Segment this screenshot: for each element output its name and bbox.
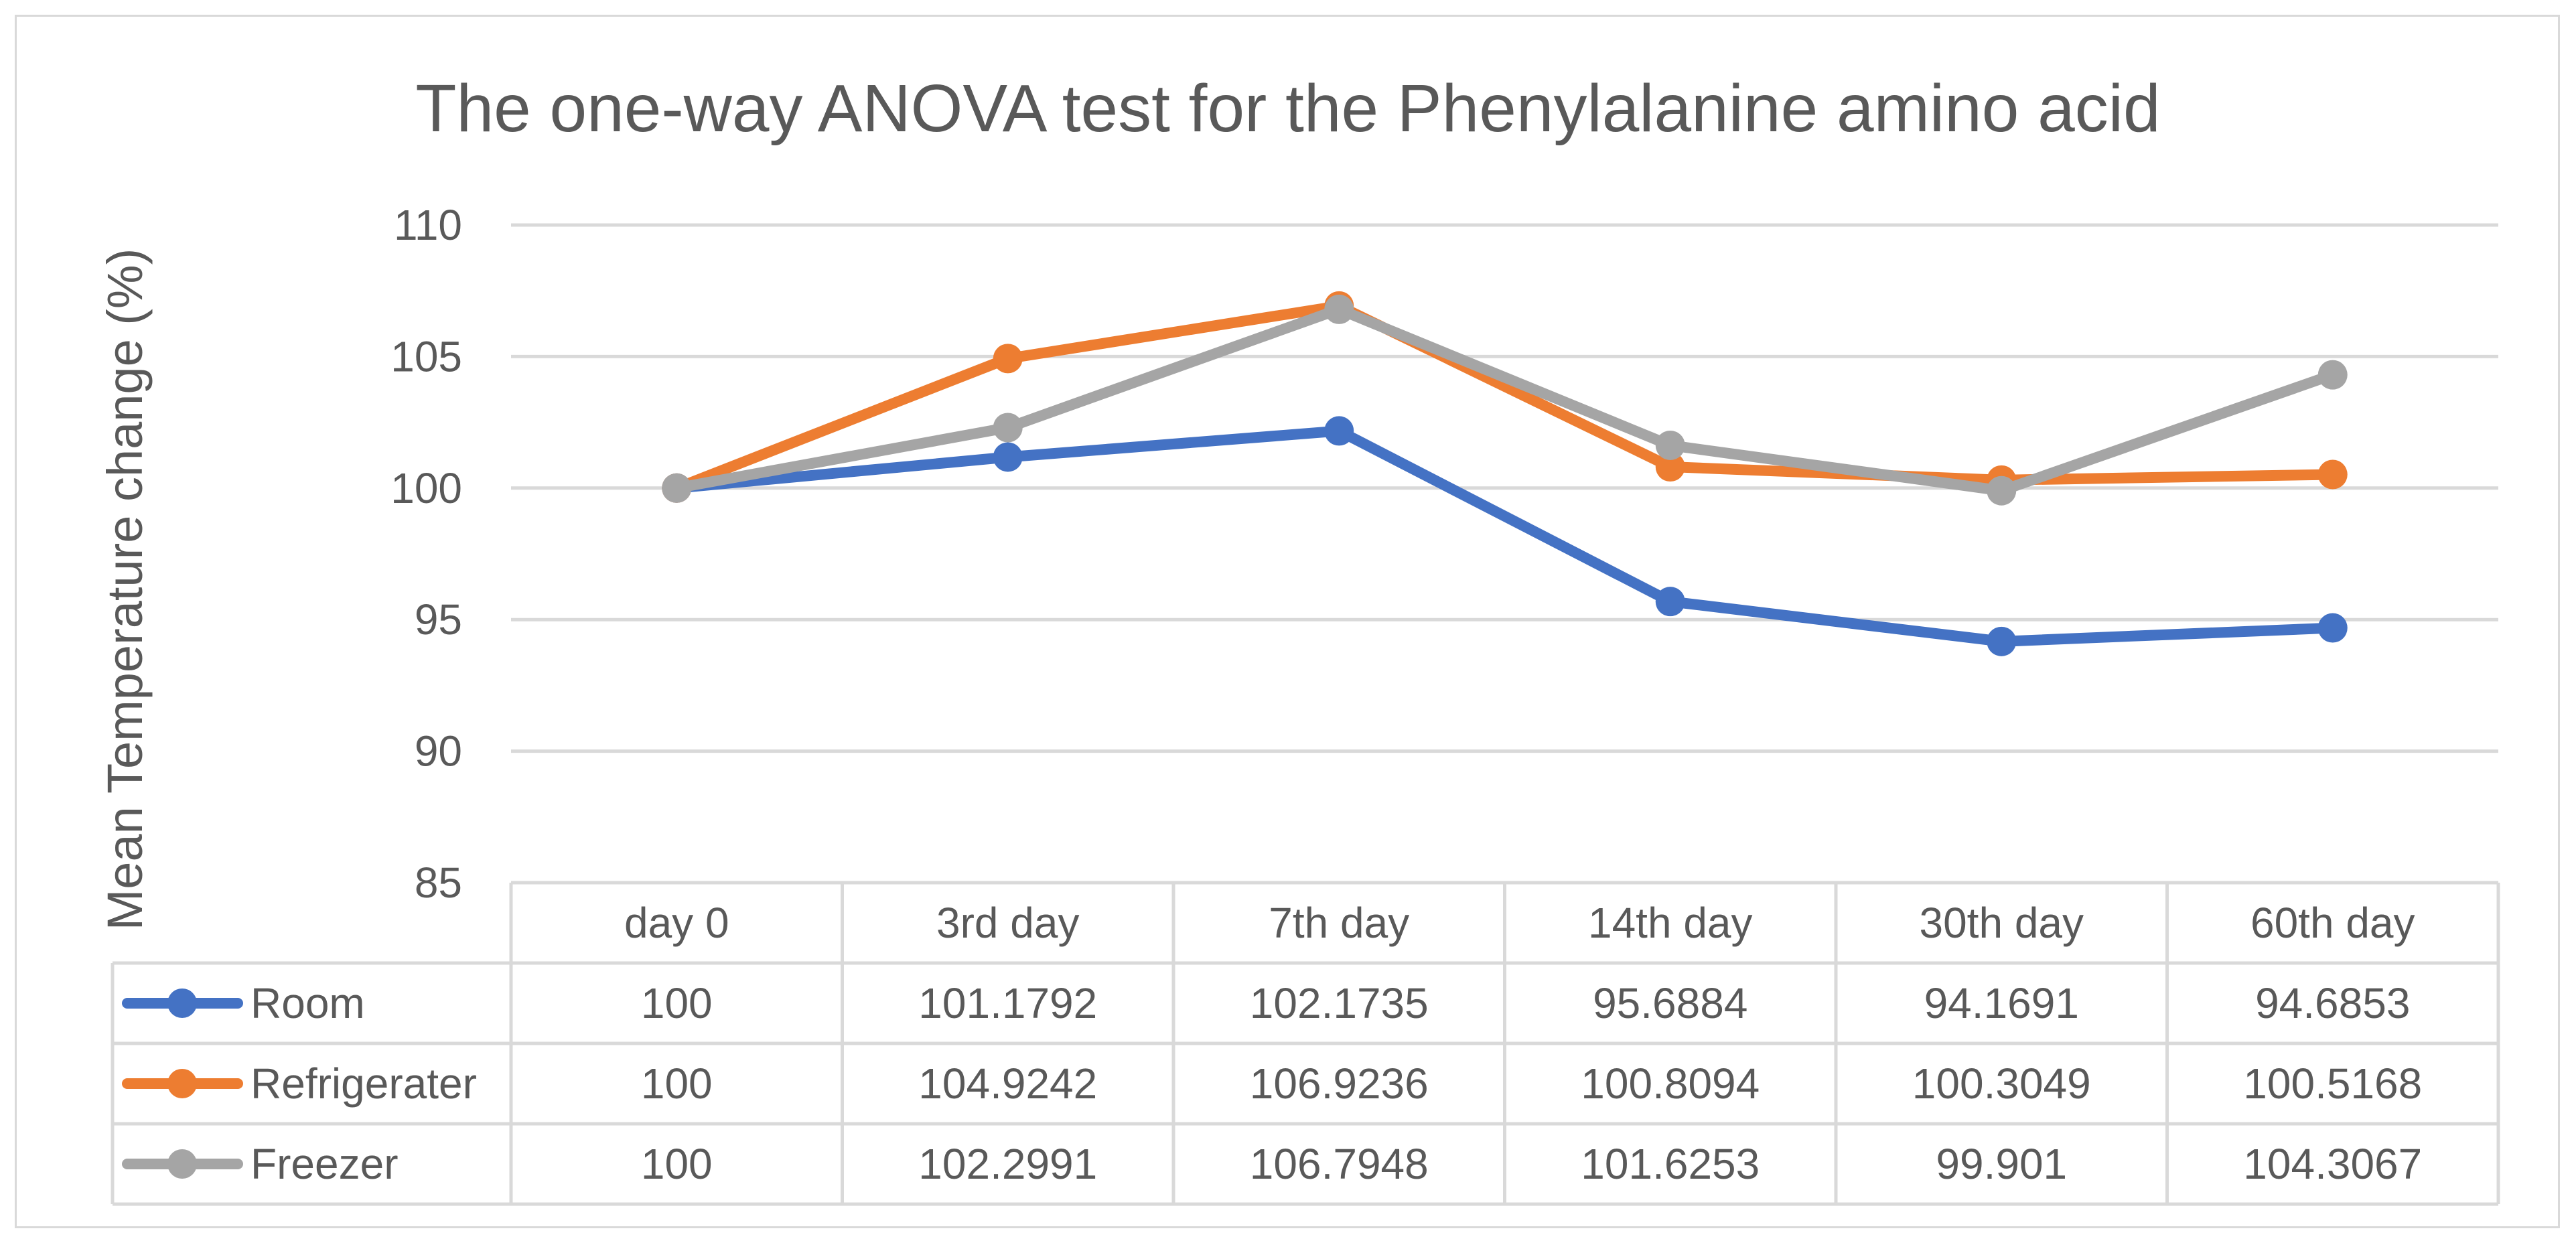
y-tick-label: 100 — [390, 464, 462, 512]
data-point-freezer — [1987, 475, 2017, 506]
data-point-room — [1655, 587, 1685, 617]
x-category-label: 14th day — [1588, 899, 1753, 947]
x-category-label: 60th day — [2250, 899, 2415, 947]
chart-frame — [15, 15, 2560, 1228]
legend-label-refrigerater: Refrigerater — [251, 1059, 477, 1108]
table-value: 104.3067 — [2243, 1140, 2422, 1188]
table-value: 100 — [641, 979, 713, 1027]
table-value: 99.901 — [1936, 1140, 2067, 1188]
data-point-freezer — [1655, 430, 1685, 460]
data-point-freezer — [993, 413, 1023, 443]
data-point-freezer — [662, 473, 692, 503]
data-point-freezer — [2317, 360, 2348, 390]
table-value: 94.6853 — [2255, 979, 2410, 1027]
table-value: 102.2991 — [918, 1140, 1097, 1188]
series-line-refrigerater — [671, 300, 2338, 494]
table-value: 100 — [641, 1140, 713, 1188]
y-tick-label: 95 — [415, 595, 462, 644]
data-point-refrigerater — [993, 344, 1023, 374]
data-point-room — [1987, 626, 2017, 656]
table-value: 102.1735 — [1250, 979, 1429, 1027]
table-value: 106.7948 — [1250, 1140, 1429, 1188]
data-point-room — [2317, 613, 2348, 643]
x-category-label: 30th day — [1919, 899, 2084, 947]
data-point-refrigerater — [2317, 459, 2348, 490]
data-point-refrigerater — [1655, 452, 1685, 482]
table-value: 100.3049 — [1912, 1059, 2091, 1108]
table-value: 106.9236 — [1250, 1059, 1429, 1108]
series-line-room — [671, 425, 2338, 647]
data-point-room — [1324, 416, 1354, 446]
table-value: 104.9242 — [918, 1059, 1097, 1108]
table-value: 100.8094 — [1581, 1059, 1760, 1108]
table-value: 95.6884 — [1593, 979, 1747, 1027]
y-tick-label: 105 — [390, 332, 462, 380]
x-category-label: day 0 — [624, 899, 729, 947]
table-value: 100 — [641, 1059, 713, 1108]
y-tick-label: 90 — [415, 727, 462, 776]
y-tick-label: 110 — [394, 201, 462, 249]
table-value: 101.6253 — [1581, 1140, 1760, 1188]
x-category-label: 7th day — [1269, 899, 1409, 947]
gridlines — [511, 223, 2498, 753]
x-category-label: 3rd day — [936, 899, 1079, 947]
y-tick-label: 85 — [415, 859, 462, 907]
data-table: day 0 3rd day 7th day 14th day 30th day 60th … — [111, 881, 2500, 1206]
table-value: 100.5168 — [2243, 1059, 2422, 1108]
chart-title: The one-way ANOVA test for the Phenylala… — [415, 71, 2160, 146]
y-axis-label: Mean Temperature change (%) — [97, 248, 153, 931]
series-line-freezer — [671, 303, 2338, 496]
table-value: 101.1792 — [918, 979, 1097, 1027]
table-value: 94.1691 — [1924, 979, 2079, 1027]
data-point-room — [993, 442, 1023, 472]
legend-marker-room — [167, 988, 197, 1018]
y-axis-ticks: 85 90 95 100 105 110 — [390, 201, 462, 907]
data-point-freezer — [1324, 294, 1354, 324]
legend-marker-refrigerater — [167, 1069, 197, 1098]
series-lines — [662, 291, 2348, 656]
legend-marker-freezer — [167, 1149, 197, 1179]
legend-label-room: Room — [251, 979, 365, 1027]
legend-label-freezer: Freezer — [251, 1140, 399, 1188]
